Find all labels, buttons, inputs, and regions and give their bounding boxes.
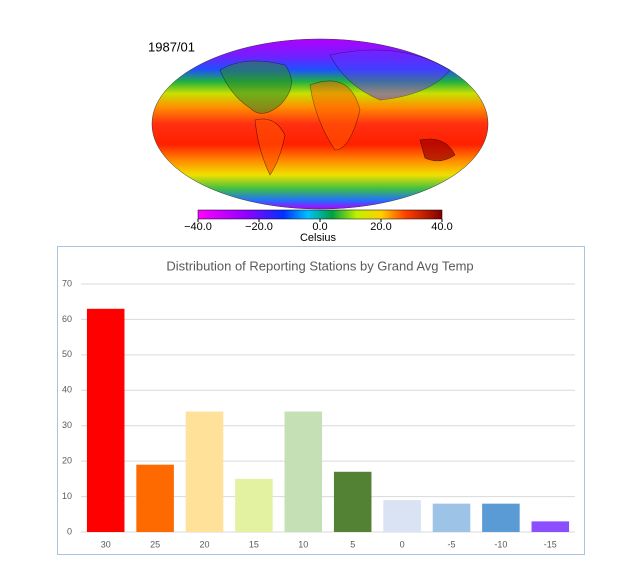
bar <box>185 411 224 532</box>
bar <box>383 500 421 532</box>
y-tick-label: 40 <box>62 385 72 395</box>
bar <box>482 503 520 532</box>
continent <box>254 118 286 176</box>
x-tick-label: -5 <box>447 539 455 549</box>
x-tick-label: -15 <box>544 539 557 549</box>
continent <box>219 60 292 114</box>
chart-title: Distribution of Reporting Stations by Gr… <box>166 258 473 273</box>
y-tick-label: 20 <box>62 456 72 466</box>
x-tick-label: 25 <box>150 539 160 549</box>
bar <box>432 503 471 532</box>
x-tick-label: 20 <box>199 539 209 549</box>
bar <box>284 411 323 532</box>
continent <box>329 49 451 101</box>
bar <box>86 308 125 532</box>
bar <box>531 521 570 532</box>
colorbar-tick-label: 0.0 <box>312 221 327 233</box>
y-tick-label: 0 <box>67 526 72 536</box>
y-tick-label: 60 <box>62 314 72 324</box>
x-tick-label: 30 <box>101 539 111 549</box>
map: 1987/01 −40.0 −20.0 0.0 20.0 40.0 Celsius <box>148 38 489 244</box>
continent <box>419 138 456 162</box>
x-tick-label: 10 <box>298 539 308 549</box>
bar <box>235 478 273 532</box>
y-tick-label: 50 <box>62 349 72 359</box>
continent <box>309 80 361 151</box>
colorbar-tick-label: 40.0 <box>431 221 452 233</box>
x-tick-label: 0 <box>400 539 405 549</box>
colorbar <box>197 209 443 220</box>
x-tick-label: 15 <box>249 539 259 549</box>
bar <box>136 464 174 532</box>
bar <box>333 471 372 532</box>
colorbar-tick-label: −20.0 <box>245 221 273 233</box>
colorbar-label: Celsius <box>300 232 337 244</box>
y-tick-label: 10 <box>62 491 72 501</box>
map-date: 1987/01 <box>148 39 195 54</box>
y-tick-label: 30 <box>62 420 72 430</box>
colorbar-tick-label: −40.0 <box>184 221 212 233</box>
y-tick-label: 70 <box>62 278 72 288</box>
colorbar-ticks: −40.0 −20.0 0.0 20.0 40.0 <box>184 219 453 233</box>
x-tick-label: -10 <box>494 539 507 549</box>
x-tick-label: 5 <box>350 539 355 549</box>
colorbar-tick-label: 20.0 <box>370 221 391 233</box>
